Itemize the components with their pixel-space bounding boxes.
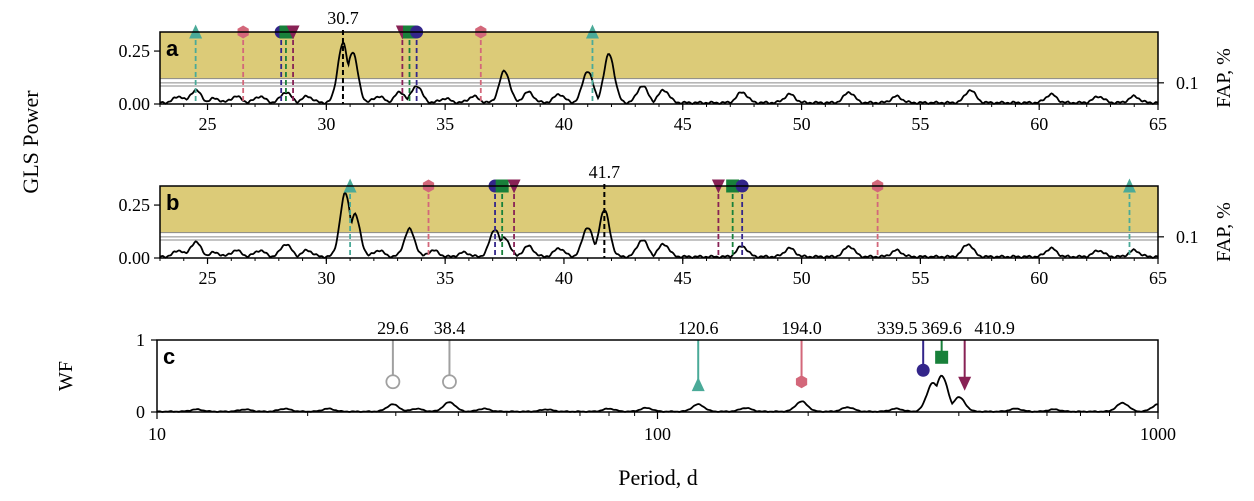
- panel-a-xtick-label: 40: [555, 114, 573, 134]
- panel-a-fap-axis-label: FAP, %: [1213, 48, 1235, 108]
- panel-c-marker-6: [958, 376, 972, 391]
- panel-b-letter: b: [166, 190, 179, 215]
- panel-c-marker-0: [385, 374, 401, 390]
- panel-b-xtick-label: 30: [317, 268, 335, 288]
- panel-a-periodogram-line: [159, 41, 1159, 106]
- panel-c-period-label-3: 194.0: [781, 318, 822, 338]
- panel-b-fap-tick-label: 0.1: [1176, 227, 1199, 247]
- panel-c-xtick-label: 10: [148, 424, 166, 444]
- panel-a-xtick-label: 25: [199, 114, 217, 134]
- panel-b-xtick-label: 25: [199, 268, 217, 288]
- panel-a-xtick-label: 30: [317, 114, 335, 134]
- panel-c-marker-3: [795, 375, 808, 389]
- panel-a-significance-band: [160, 32, 1158, 79]
- panel-c-marker-2: [691, 377, 705, 392]
- panel-c-marker-5: [935, 350, 949, 364]
- panel-b-periodogram-line: [159, 191, 1159, 260]
- panel-a-xtick-label: 55: [911, 114, 929, 134]
- panel-b-xtick-label: 65: [1149, 268, 1167, 288]
- panel-a-xtick-label: 50: [793, 114, 811, 134]
- x-axis-label: Period, d: [618, 465, 697, 490]
- panel-c-marker-4: [916, 363, 930, 377]
- panel-b-xtick-label: 50: [793, 268, 811, 288]
- panel-c-xtick-label: 1000: [1140, 424, 1176, 444]
- panel-a-fap-tick-label: 0.1: [1176, 73, 1199, 93]
- panel-c-window-function-line: [156, 374, 1159, 413]
- panel-c-wf-axis-label: WF: [55, 361, 77, 391]
- panel-c-period-label-6: 410.9: [974, 318, 1015, 338]
- panel-b-xtick-label: 55: [911, 268, 929, 288]
- panel-c-frame: [156, 339, 1159, 413]
- panel-c-ytick-label: 0: [136, 402, 145, 422]
- panel-b-peak-label: 41.7: [589, 162, 621, 182]
- panel-b-xtick-label: 40: [555, 268, 573, 288]
- panel-b-significance-band: [160, 186, 1158, 233]
- panel-a-xtick-label: 35: [436, 114, 454, 134]
- panel-c-ytick-label: 1: [136, 330, 145, 350]
- panel-a-xtick-label: 45: [674, 114, 692, 134]
- panels: 30.7 25 30 35 40 45 50 55 60 65 0.00 0.25 0.1 FAP, % a…: [55, 8, 1235, 444]
- panel-b-xtick-label: 60: [1030, 268, 1048, 288]
- panel-a-ytick-label: 0.25: [119, 41, 151, 61]
- panel-c-marker-1: [442, 374, 457, 390]
- panel-c-period-label-1: 38.4: [434, 318, 466, 338]
- panel-b-fap-axis-label: FAP, %: [1213, 202, 1235, 262]
- panel-c-period-label-5: 369.6: [921, 318, 962, 338]
- panel-c-period-label-4: 339.5: [877, 318, 918, 338]
- panel-a-xtick-label: 65: [1149, 114, 1167, 134]
- panel-a-peak-label: 30.7: [327, 8, 359, 28]
- panel-a-xtick-label: 60: [1030, 114, 1048, 134]
- panel-c-period-label-2: 120.6: [678, 318, 719, 338]
- panel-a-ytick-label: 0.00: [119, 94, 151, 114]
- panel-b-xtick-label: 45: [674, 268, 692, 288]
- panel-b-ytick-label: 0.25: [119, 195, 151, 215]
- panel-b-xtick-label: 35: [436, 268, 454, 288]
- panel-c-letter: c: [163, 344, 175, 369]
- panel-a-letter: a: [166, 36, 179, 61]
- panel-c-period-label-0: 29.6: [377, 318, 409, 338]
- panel-c-xtick-label: 100: [644, 424, 671, 444]
- panel-b-ytick-label: 0.00: [119, 248, 151, 268]
- gls-power-label: GLS Power: [18, 90, 43, 194]
